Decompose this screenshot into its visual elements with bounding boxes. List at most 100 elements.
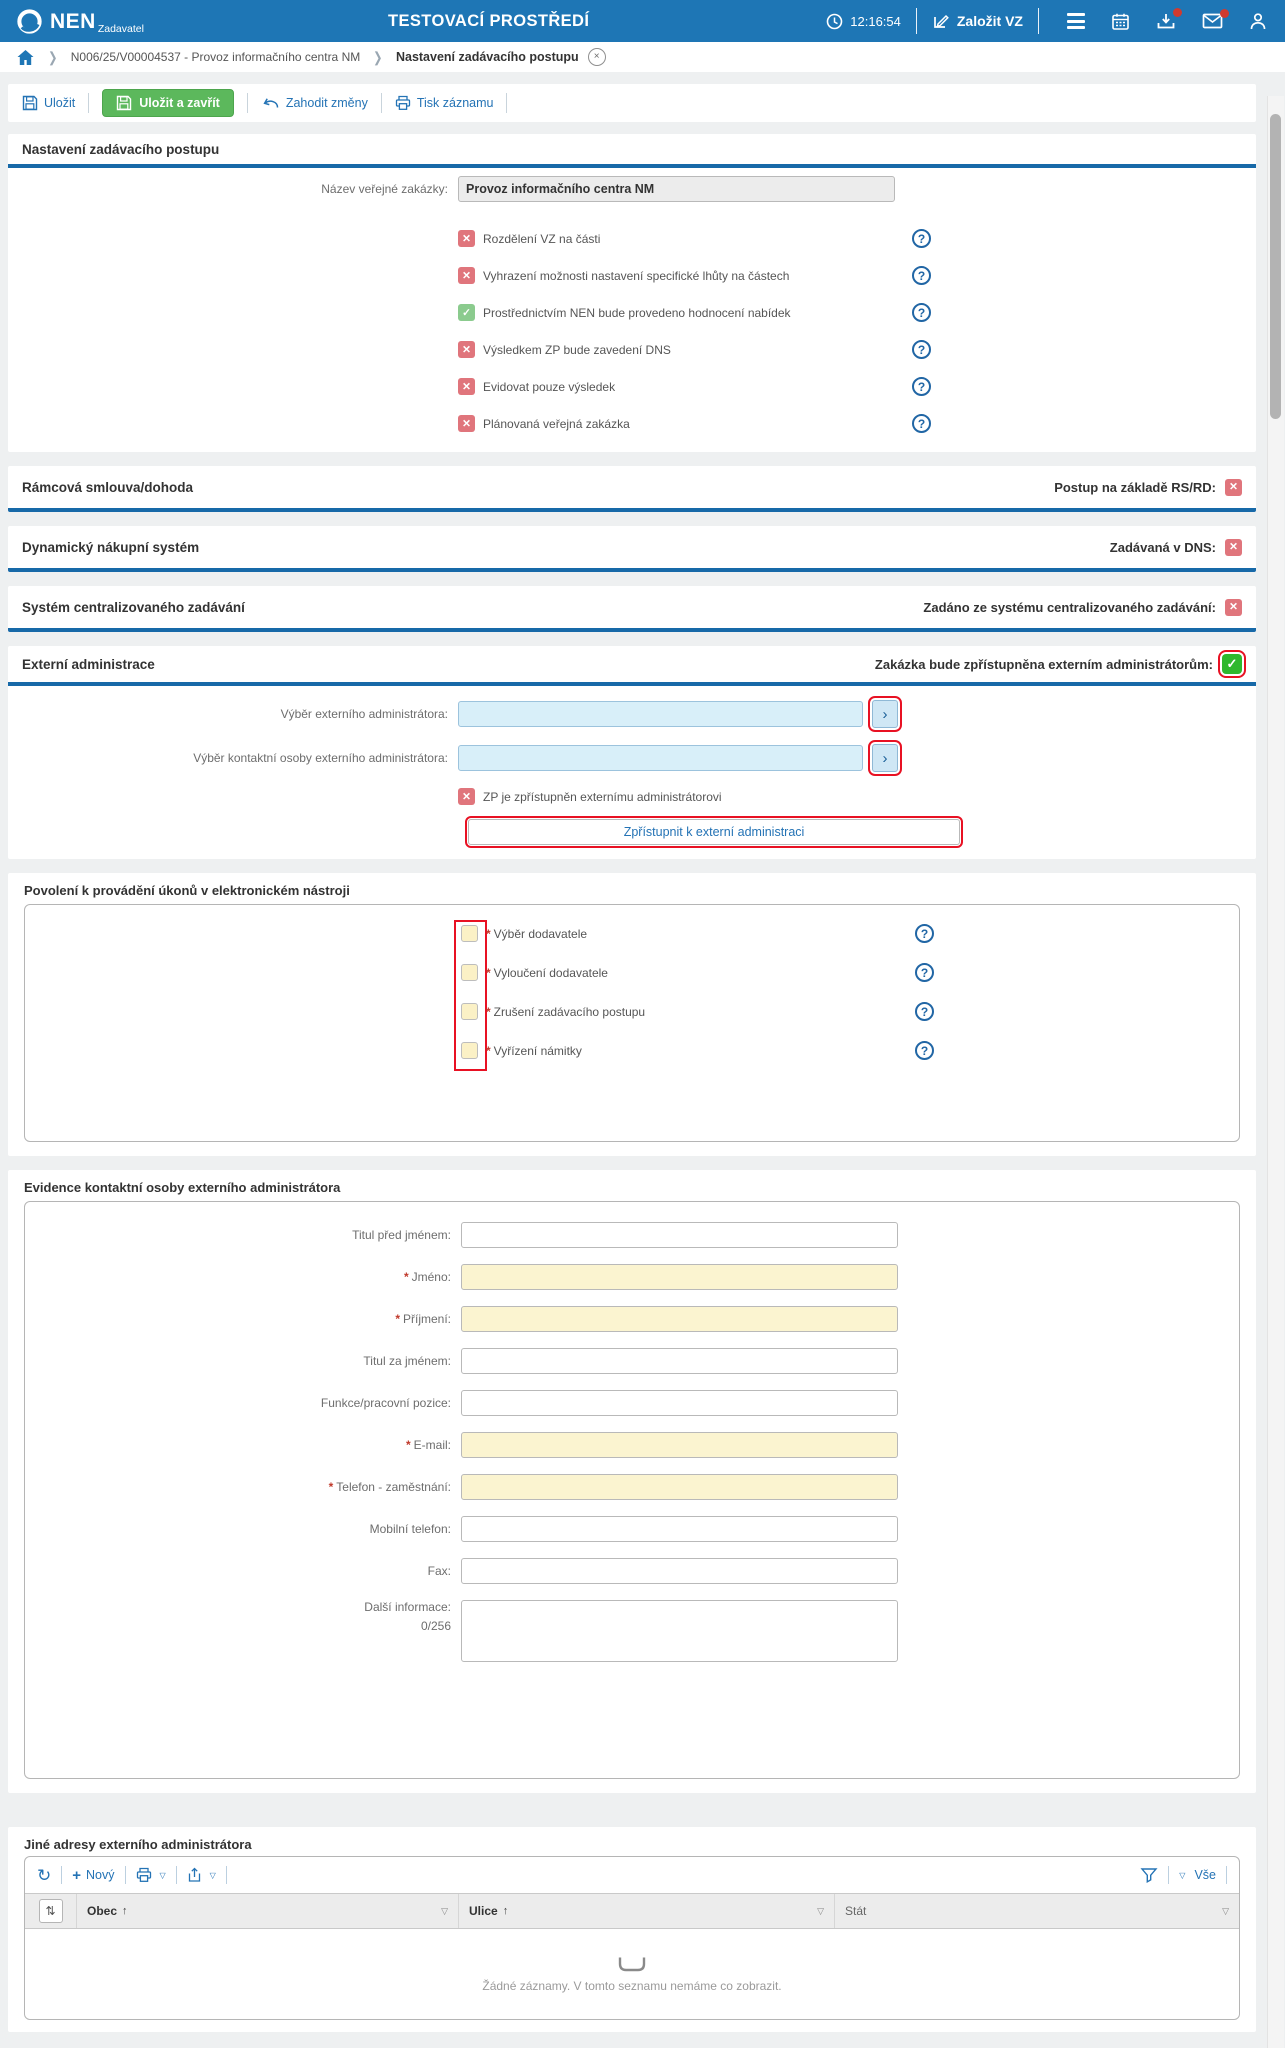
toolbar-divider: [380, 93, 382, 113]
header-actions: 12:16:54 Založit VZ: [826, 7, 1285, 34]
first-name-input[interactable]: [461, 1264, 898, 1290]
export-icon: [188, 1867, 200, 1882]
refresh-button[interactable]: ↻: [37, 1867, 51, 1884]
create-vz-button[interactable]: Založit VZ: [932, 12, 1023, 30]
section-title: Dynamický nákupní systém: [22, 539, 200, 555]
column-header-ulice[interactable]: Ulice ↑ ▽: [459, 1894, 835, 1928]
help-icon[interactable]: ?: [912, 303, 931, 322]
print-record-button[interactable]: Tisk záznamu: [395, 95, 493, 111]
dns-right-label: Zadávaná v DNS:: [1109, 539, 1216, 555]
permission-row: * Vyloučení dodavatele ?: [25, 963, 1239, 982]
column-filter-caret[interactable]: ▽: [817, 1905, 824, 1916]
section-setup: Nastavení zadávacího postupu Název veřej…: [8, 134, 1256, 452]
filter-button[interactable]: [1140, 1867, 1158, 1883]
profile-button[interactable]: [1249, 12, 1267, 31]
form-row: Další informace: 0/256: [25, 1600, 1239, 1662]
column-header-stat[interactable]: Stát ▽: [845, 1904, 1229, 1918]
new-address-button[interactable]: + Nový: [72, 1867, 114, 1884]
form-row: Funkce/pracovní pozice:: [25, 1390, 1239, 1416]
external-admin-picker-button[interactable]: ›: [868, 696, 902, 732]
grant-external-admin-button[interactable]: Zpřístupnit k externí administraci: [465, 816, 963, 848]
help-icon[interactable]: ?: [912, 340, 931, 359]
email-input[interactable]: [461, 1432, 898, 1458]
grid-toolbar-divider: [61, 1866, 63, 1884]
save-and-close-button[interactable]: Uložit a zavřít: [102, 89, 234, 117]
column-header-obec[interactable]: Obec ↑ ▽: [77, 1894, 459, 1928]
grid-toolbar: ↻ + Nový ▽: [25, 1857, 1239, 1893]
external-admin-enabled-toggle[interactable]: ✓: [1218, 650, 1246, 678]
title-before-input[interactable]: [461, 1222, 898, 1248]
mobile-phone-input[interactable]: [461, 1516, 898, 1542]
help-icon[interactable]: ?: [912, 229, 931, 248]
top-header: NEN Zadavatel TESTOVACÍ PROSTŘEDÍ 12:16:5…: [0, 0, 1285, 42]
help-icon[interactable]: ?: [912, 266, 931, 285]
header-divider: [915, 8, 917, 34]
chevron-right-icon: ›: [882, 749, 888, 767]
work-phone-input[interactable]: [461, 1474, 898, 1500]
permission-label: Vyloučení dodavatele: [493, 965, 608, 980]
save-icon: [22, 95, 38, 111]
vz-name-label: Název veřejné zakázky:: [321, 182, 448, 196]
flag-no-icon: ✕: [1225, 598, 1242, 616]
section-title: Nastavení zadávacího postupu: [22, 141, 220, 157]
vz-name-input[interactable]: [458, 176, 895, 202]
grid-print-button[interactable]: ▽: [136, 1867, 166, 1883]
column-filter-caret[interactable]: ▽: [441, 1905, 448, 1916]
section-title: Rámcová smlouva/dohoda: [22, 479, 194, 495]
title-after-input[interactable]: [461, 1348, 898, 1374]
required-asterisk: *: [395, 1312, 400, 1326]
scrollbar-track[interactable]: [1267, 96, 1284, 2048]
export-button[interactable]: ▽: [187, 1867, 216, 1883]
permission-checkbox[interactable]: [461, 1003, 478, 1020]
section-permissions: Povolení k provádění úkonů v elektronick…: [8, 873, 1256, 1156]
help-icon[interactable]: ?: [915, 963, 934, 982]
help-icon[interactable]: ?: [912, 414, 931, 433]
time-text: 12:16:54: [850, 13, 901, 29]
central-right-label: Zadáno ze systému centralizovaného zadáv…: [923, 599, 1216, 615]
picker-label: Výběr externího administrátora:: [280, 707, 448, 721]
messages-button[interactable]: [1202, 9, 1229, 29]
permission-checkbox[interactable]: [461, 925, 478, 942]
permissions-box: * Výběr dodavatele ? * Vyloučení dodavatel…: [24, 904, 1240, 1142]
view-all-dropdown[interactable]: ▽ Vše: [1179, 1868, 1216, 1882]
column-filter-caret[interactable]: ▽: [1222, 1905, 1229, 1916]
plus-icon: +: [72, 1866, 82, 1884]
chevron-right-icon: ›: [882, 705, 888, 723]
flag-row: ✕ Rozdělení VZ na části ?: [22, 229, 1256, 248]
position-input[interactable]: [461, 1390, 898, 1416]
grid-toolbar-divider: [124, 1866, 126, 1884]
flag-label: Výsledkem ZP bude zavedení DNS: [483, 342, 671, 357]
contact-box: Titul před jménem: * Jméno: * Příjmení: Ti…: [24, 1201, 1240, 1779]
close-tab-icon[interactable]: ×: [587, 48, 606, 66]
grid-toolbar-divider: [1168, 1866, 1170, 1884]
menu-button[interactable]: [1067, 13, 1085, 29]
scrollbar-thumb[interactable]: [1270, 114, 1281, 419]
external-admin-contact-input[interactable]: [458, 745, 863, 771]
discard-changes-button[interactable]: Zahodit změny: [261, 96, 368, 110]
last-name-input[interactable]: [461, 1306, 898, 1332]
calendar-button[interactable]: [1111, 12, 1130, 31]
help-icon[interactable]: ?: [915, 1041, 934, 1060]
field-label: Další informace:: [364, 1600, 451, 1614]
breadcrumb-item-vz[interactable]: N006/25/V00004537 - Provoz informačního …: [70, 50, 361, 64]
column-settings-icon[interactable]: ⇅: [38, 1899, 63, 1923]
empty-tray-icon: [618, 1957, 646, 1971]
permission-checkbox[interactable]: [461, 1042, 478, 1059]
home-icon[interactable]: [16, 49, 35, 66]
breadcrumb-item-current: Nastavení zadávacího postupu: [395, 50, 579, 64]
help-icon[interactable]: ?: [915, 924, 934, 943]
additional-info-textarea[interactable]: [461, 1600, 898, 1662]
fax-input[interactable]: [461, 1558, 898, 1584]
downloads-button[interactable]: [1156, 7, 1182, 31]
page-content: Uložit Uložit a zavřít Zahodit změny: [8, 84, 1256, 2032]
toolbar-divider: [506, 93, 508, 113]
permission-checkbox[interactable]: [461, 964, 478, 981]
help-icon[interactable]: ?: [915, 1002, 934, 1021]
form-row: Titul před jménem:: [25, 1222, 1239, 1248]
save-button[interactable]: Uložit: [22, 95, 75, 111]
help-icon[interactable]: ?: [912, 377, 931, 396]
nen-logo[interactable]: NEN Zadavatel: [16, 8, 144, 35]
grid-header-row: ⇅ Obec ↑ ▽ Ulice ↑ ▽ Stát ▽: [25, 1893, 1239, 1929]
external-admin-contact-picker-button[interactable]: ›: [868, 740, 902, 776]
external-admin-input[interactable]: [458, 701, 863, 727]
